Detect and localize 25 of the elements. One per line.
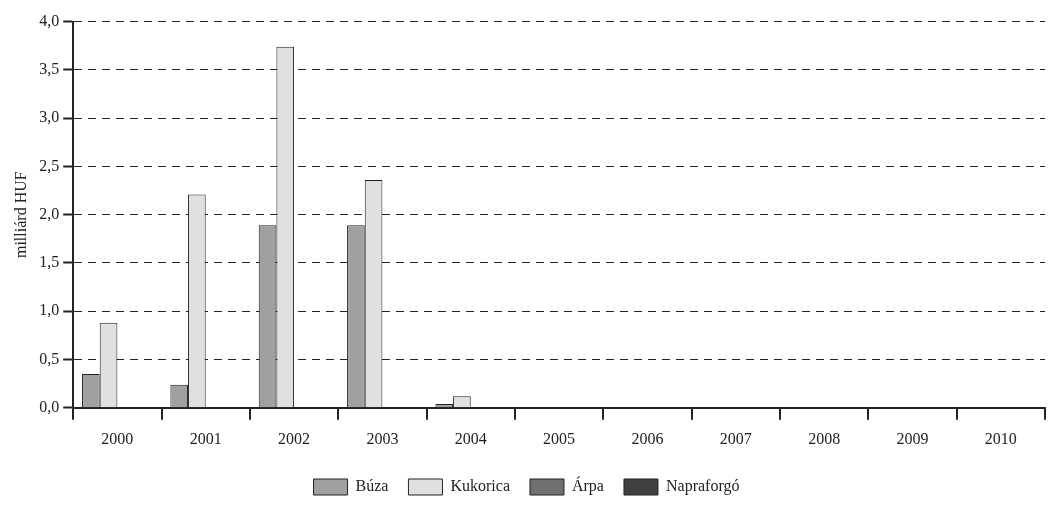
legend-label: Árpa: [571, 476, 604, 496]
legend-label: Búza: [355, 477, 389, 495]
y-tick-label: 3,5: [39, 60, 60, 78]
y-tick-label: 2,5: [39, 156, 60, 174]
y-tick-label: 4,0: [39, 11, 60, 29]
y-axis-title: milliárd HUF: [11, 171, 29, 259]
y-tick-label: 0,0: [39, 398, 60, 415]
x-tick-label: 2007: [719, 429, 752, 447]
x-tick-label: 2002: [278, 429, 311, 447]
x-tick-label: 2008: [808, 429, 841, 447]
x-tick-label: 2010: [984, 429, 1017, 447]
x-tick-label: 2000: [101, 429, 134, 447]
x-tick-label: 2001: [189, 429, 222, 447]
legend-label: Kukorica: [450, 477, 510, 495]
legend-label: Napraforgó: [665, 477, 740, 496]
y-tick-label: 3,0: [39, 108, 60, 126]
x-tick-label: 2004: [454, 429, 487, 447]
x-tick-label: 2009: [896, 429, 929, 447]
y-tick-label: 1,5: [39, 253, 60, 271]
x-tick-label: 2005: [543, 429, 576, 447]
x-tick-label: 2006: [631, 429, 664, 447]
y-tick-label: 1,0: [39, 301, 60, 319]
x-tick-label: 2003: [366, 429, 399, 447]
y-tick-label: 2,0: [39, 204, 60, 222]
y-tick-label: 0,5: [39, 349, 60, 367]
